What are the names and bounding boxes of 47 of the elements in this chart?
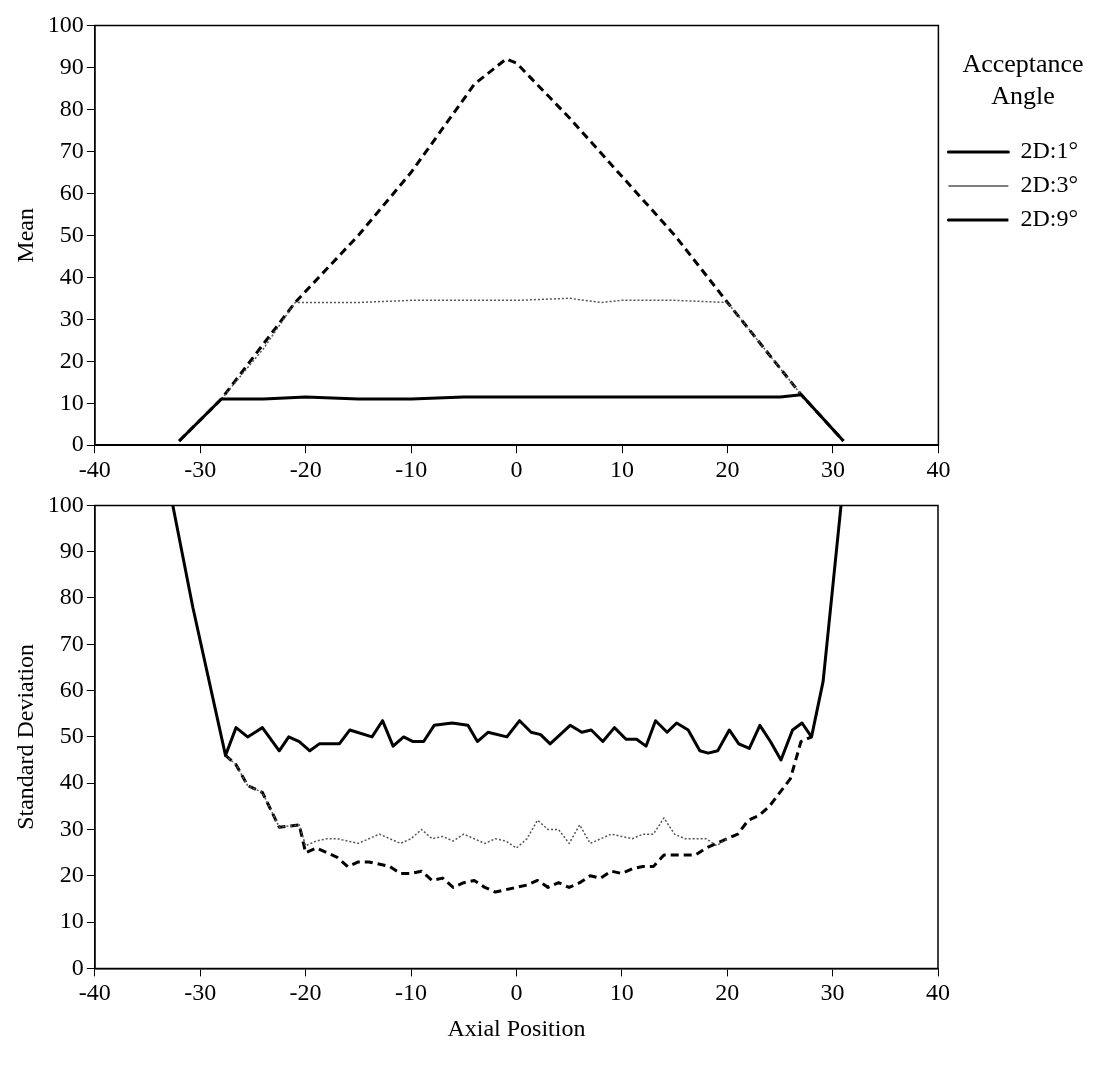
x-tick-label: 30 [820,455,845,482]
y-tick-label: 10 [59,907,84,934]
legend-label: 2D:1° [1020,137,1079,164]
x-tick-label: 20 [715,979,740,1006]
x-tick-label: -20 [289,455,322,482]
legend-label: 2D:3° [1020,171,1079,198]
y-tick-label: 20 [59,346,84,373]
x-tick-label: 40 [926,455,951,482]
x-tick-label: 30 [820,979,845,1006]
y-axis-title: Standard Deviation [11,643,38,830]
y-tick-label: 60 [59,178,84,205]
y-tick-label: 40 [59,768,84,795]
y-axis-title: Mean [11,207,38,263]
y-tick-label: 80 [59,583,84,610]
y-tick-label: 30 [59,304,84,331]
y-tick-label: 70 [59,629,84,656]
y-tick-label: 50 [59,722,84,749]
x-axis-title: Axial Position [447,1014,586,1041]
legend-title: Acceptance Angle [961,48,1085,112]
y-tick-label: 100 [47,10,84,37]
x-tick-label: -30 [184,455,217,482]
y-tick-label: 90 [59,52,84,79]
y-tick-label: 60 [59,675,84,702]
y-tick-label: 0 [71,953,84,980]
x-tick-label: 0 [510,455,523,482]
x-tick-label: 0 [510,979,523,1006]
legend-label: 2D:9° [1020,205,1079,232]
x-tick-label: 40 [926,979,950,1006]
y-tick-label: 80 [59,94,84,121]
x-tick-label: -30 [184,979,217,1006]
y-tick-label: 70 [59,136,84,163]
x-tick-label: 20 [715,455,740,482]
y-tick-label: 30 [59,814,84,841]
y-tick-label: 0 [71,430,84,457]
y-tick-label: 90 [59,537,84,563]
x-tick-label: 10 [610,455,635,482]
y-tick-label: 100 [47,490,84,517]
x-tick-label: -40 [78,979,111,1006]
x-tick-label: 10 [609,979,634,1006]
x-tick-label: -40 [78,455,111,482]
y-tick-label: 50 [59,220,84,247]
x-tick-label: -10 [395,979,427,1006]
x-tick-label: -10 [395,455,428,482]
y-tick-label: 20 [59,861,84,888]
y-tick-label: 10 [59,388,84,415]
y-tick-label: 40 [59,262,84,289]
x-tick-label: -20 [289,979,322,1006]
